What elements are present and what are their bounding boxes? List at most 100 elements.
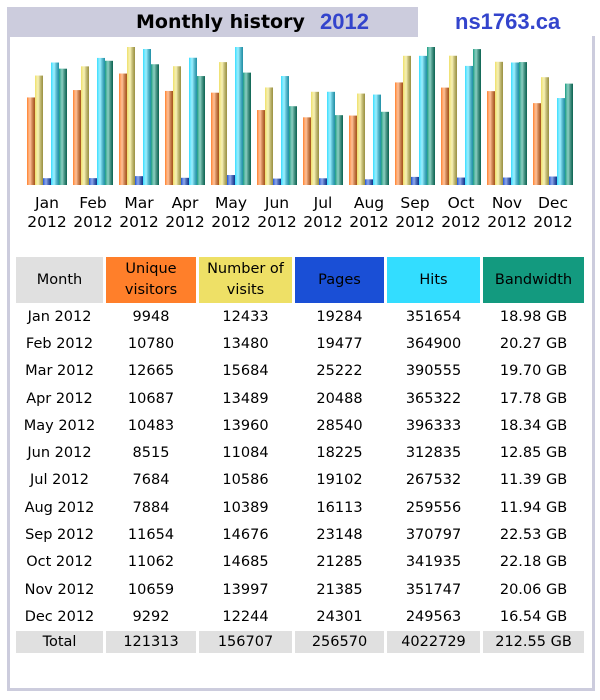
table-row: Oct 2012 11062 14685 21285 341935 22.18 GB [16, 549, 584, 576]
cell-month: Aug 2012 [24, 499, 95, 516]
table-row: Apr 2012 10687 13489 20488 365322 17.78 GB [16, 385, 584, 412]
column-header-month: Month [16, 257, 103, 303]
cell-pages: 20488 [316, 390, 363, 407]
table-row: Jan 2012 9948 12433 19284 351654 18.98 GB [16, 303, 584, 330]
cell-bandwidth: 19.70 GB [499, 363, 568, 380]
table-row: May 2012 10483 13960 28540 396333 18.34 GB [16, 412, 584, 439]
cell-visits: 12244 [222, 608, 269, 625]
hits-bar-shade [557, 98, 565, 185]
month-label: Feb 2012 [70, 194, 116, 232]
cell-hits: 341935 [405, 554, 462, 571]
cell-bandwidth: 12.85 GB [499, 445, 568, 462]
hits-bar-shade [511, 62, 519, 185]
year-label: 2012 [320, 9, 369, 34]
cell-month: Nov 2012 [24, 581, 95, 598]
bandwidth-bar-shade [473, 49, 481, 186]
visits-bar-shade [81, 66, 89, 185]
cell-hits: 396333 [405, 417, 462, 434]
cell-hits: 364900 [405, 335, 462, 352]
bandwidth-bar-shade [519, 62, 527, 185]
month-label: Jun 2012 [254, 194, 300, 232]
panel-title: Monthly history [136, 11, 305, 33]
month-year: 2012 [211, 213, 251, 231]
bandwidth-bar-shade [151, 64, 159, 185]
pages-bar-shade [457, 177, 465, 185]
cell-pages: 25222 [316, 363, 363, 380]
total-pages: 256570 [295, 630, 384, 653]
month-name: Jan [35, 194, 59, 212]
cell-visits: 13960 [222, 417, 269, 434]
visitors-bar-shade [349, 115, 357, 185]
cell-month: Mar 2012 [25, 363, 94, 380]
cell-pages: 28540 [316, 417, 363, 434]
visits-bar-shade [311, 91, 319, 185]
table-row: Mar 2012 12665 15684 25222 390555 19.70 GB [16, 358, 584, 385]
month-label: Jan 2012 [24, 194, 70, 232]
month-name: Dec [538, 194, 568, 212]
column-header-visits: Number of visits [199, 257, 292, 303]
pages-bar-shade [135, 176, 143, 185]
month-year: 2012 [349, 213, 389, 231]
cell-unique-visitors: 9292 [132, 608, 170, 625]
cell-unique-visitors: 9948 [132, 308, 170, 325]
pages-bar-shade [227, 175, 235, 185]
bandwidth-bar-shade [335, 115, 343, 185]
pages-bar-shade [549, 176, 557, 185]
column-header-hits: Hits [387, 257, 480, 303]
visitors-bar-shade [73, 90, 81, 185]
visitors-bar-shade [27, 97, 35, 185]
visitors-bar-shade [303, 117, 311, 185]
cell-month: Feb 2012 [25, 335, 94, 352]
visits-bar-shade [265, 87, 273, 185]
month-label: Mar 2012 [116, 194, 162, 232]
table-row: Dec 2012 9292 12244 24301 249563 16.54 GB [16, 603, 584, 630]
bandwidth-bar-shade [197, 76, 205, 185]
cell-pages: 19284 [316, 308, 363, 325]
month-name: Apr [171, 194, 199, 212]
cell-visits: 14676 [222, 527, 269, 544]
cell-bandwidth: 22.18 GB [499, 554, 568, 571]
visitors-bar-shade [487, 91, 495, 185]
cell-unique-visitors: 8515 [132, 445, 170, 462]
cell-visits: 15684 [222, 363, 269, 380]
cell-visits: 13997 [222, 581, 269, 598]
cell-bandwidth: 11.94 GB [499, 499, 568, 516]
visitors-bar-shade [211, 92, 219, 185]
cell-visits: 13480 [222, 335, 269, 352]
cell-visits: 12433 [222, 308, 269, 325]
cell-month: Jul 2012 [29, 472, 89, 489]
bandwidth-bar-shade [565, 83, 573, 185]
month-year: 2012 [119, 213, 159, 231]
cell-hits: 390555 [405, 363, 462, 380]
table-row: Feb 2012 10780 13480 19477 364900 20.27 GB [16, 330, 584, 357]
visits-bar-shade [173, 66, 181, 185]
cell-month: Oct 2012 [26, 554, 93, 571]
cell-hits: 365322 [405, 390, 462, 407]
visitors-bar-shade [533, 103, 541, 185]
cell-month: Apr 2012 [26, 390, 93, 407]
table-row: Jun 2012 8515 11084 18225 312835 12.85 GB [16, 439, 584, 466]
cell-hits: 370797 [405, 527, 462, 544]
cell-bandwidth: 11.39 GB [499, 472, 568, 489]
total-unique-visitors: 121313 [106, 630, 196, 653]
hits-bar-shade [189, 57, 197, 185]
total-visits: 156707 [199, 630, 292, 653]
month-name: Jul [313, 194, 333, 212]
cell-month: May 2012 [23, 417, 96, 434]
hits-bar-shade [465, 65, 473, 185]
cell-month: Jan 2012 [27, 308, 92, 325]
cell-bandwidth: 17.78 GB [499, 390, 568, 407]
hits-bar-shade [235, 47, 243, 185]
month-year: 2012 [27, 213, 67, 231]
hits-bar-shade [373, 94, 381, 185]
table-row: Sep 2012 11654 14676 23148 370797 22.53 GB [16, 521, 584, 548]
cell-hits: 249563 [405, 608, 462, 625]
visits-bar-shade [495, 61, 503, 185]
visitors-bar-shade [395, 82, 403, 185]
pages-bar-shade [43, 178, 51, 185]
visitors-bar-shade [257, 110, 265, 185]
month-label: May 2012 [208, 194, 254, 232]
hits-bar-shade [281, 76, 289, 185]
cell-pages: 16113 [316, 499, 363, 516]
cell-bandwidth: 18.98 GB [499, 308, 568, 325]
